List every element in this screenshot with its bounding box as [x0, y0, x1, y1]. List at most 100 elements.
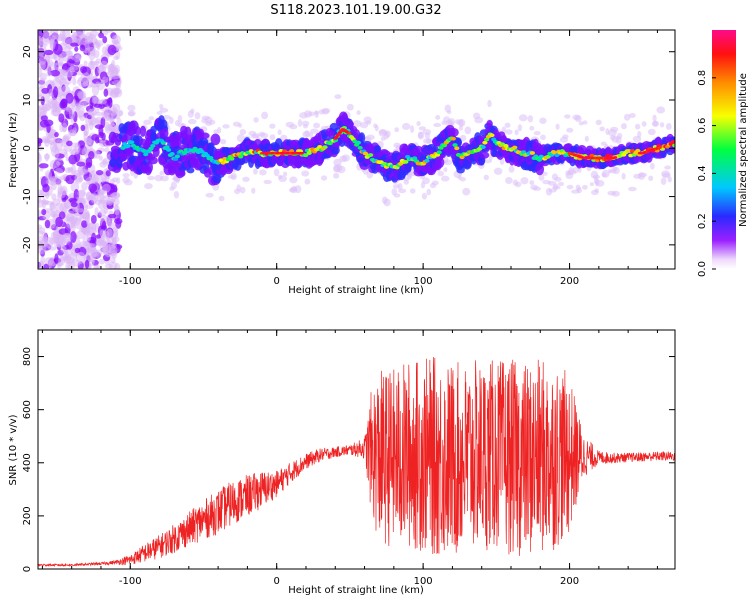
- colorbar-gradient: [712, 30, 736, 269]
- heatmap-noise-cell: [101, 159, 108, 166]
- heatmap-noise-cell: [95, 170, 104, 176]
- heatmap-noise-cell: [111, 238, 117, 249]
- heatmap-noise-cell: [101, 110, 107, 120]
- heatmap-faint-cell: [299, 112, 309, 119]
- heatmap-noise-cell: [61, 64, 69, 71]
- snr-y-axis-label: SNR (10 * v/v): [8, 414, 19, 485]
- heatmap-faint-cell: [459, 134, 467, 142]
- heatmap-noise-cell: [38, 94, 44, 103]
- heatmap-faint-cell: [304, 130, 310, 137]
- heatmap-ridge-cell: [149, 156, 158, 165]
- heatmap-faint-cell: [283, 171, 288, 177]
- spectrogram-x-tick-label: 100: [414, 276, 433, 287]
- heatmap-ridge-cell: [152, 146, 160, 158]
- heatmap-faint-cell: [384, 130, 391, 138]
- heatmap-noise-cell: [51, 97, 58, 109]
- heatmap-faint-cell: [277, 129, 282, 136]
- heatmap-faint-cell: [505, 129, 513, 135]
- heatmap-faint-cell: [263, 179, 272, 185]
- heatmap-faint-cell: [620, 123, 627, 130]
- heatmap-noise-cell: [84, 204, 94, 209]
- heatmap-noise-cell: [93, 60, 100, 65]
- heatmap-noise-cell: [44, 257, 54, 266]
- heatmap-faint-cell: [346, 103, 354, 111]
- heatmap-core-cell: [306, 151, 312, 155]
- heatmap-faint-cell: [374, 124, 379, 132]
- snr-x-tick-label: 200: [560, 576, 579, 587]
- heatmap-faint-cell: [230, 172, 238, 181]
- heatmap-noise-cell: [44, 49, 54, 56]
- heatmap-core-cell: [150, 143, 156, 148]
- heatmap-faint-cell: [309, 128, 319, 134]
- snr-y-tick-label: 200: [22, 506, 33, 525]
- heatmap-faint-cell: [253, 117, 259, 123]
- heatmap-noise-cell: [54, 253, 59, 265]
- heatmap-core-cell: [166, 148, 172, 152]
- heatmap-noise-cell: [100, 116, 106, 129]
- heatmap-faint-cell: [431, 180, 439, 186]
- heatmap-faint-cell: [115, 177, 121, 185]
- heatmap-faint-cell: [313, 122, 321, 129]
- heatmap-faint-cell: [417, 131, 423, 139]
- heatmap-faint-cell: [314, 110, 319, 115]
- heatmap-faint-cell: [487, 99, 492, 108]
- heatmap-faint-cell: [566, 127, 574, 133]
- heatmap-ridge-cell: [134, 126, 141, 136]
- heatmap-faint-cell: [424, 132, 431, 139]
- heatmap-faint-cell: [433, 122, 442, 128]
- heatmap-faint-cell: [147, 175, 155, 181]
- spectrogram-x-tick-label: 0: [274, 276, 280, 287]
- heatmap-noise-cell: [77, 91, 86, 99]
- heatmap-noise-cell: [44, 219, 51, 229]
- heatmap-noise-cell: [61, 52, 71, 62]
- heatmap-faint-cell: [542, 179, 552, 185]
- heatmap-faint-cell: [383, 198, 391, 207]
- heatmap-faint-cell: [493, 167, 503, 175]
- heatmap-faint-cell: [159, 170, 165, 176]
- heatmap-noise-cell: [98, 155, 103, 161]
- heatmap-noise-cell: [38, 195, 42, 204]
- heatmap-faint-cell: [380, 136, 386, 141]
- heatmap-faint-cell: [443, 155, 449, 164]
- heatmap-faint-cell: [566, 184, 574, 190]
- heatmap-noise-cell: [103, 147, 110, 153]
- heatmap-ridge-cell: [160, 119, 168, 131]
- heatmap-core-cell: [503, 144, 509, 148]
- heatmap-ridge-cell: [449, 128, 459, 137]
- heatmap-noise-cell: [113, 55, 119, 61]
- heatmap-noise-cell: [106, 196, 114, 206]
- heatmap-noise-cell: [74, 247, 81, 254]
- heatmap-core-cell: [303, 153, 309, 158]
- heatmap-noise-cell: [39, 119, 49, 128]
- heatmap-faint-cell: [418, 126, 427, 131]
- snr-series-line: [38, 357, 675, 568]
- heatmap-noise-cell: [88, 151, 95, 160]
- heatmap-noise-cell: [103, 88, 109, 97]
- heatmap-faint-cell: [595, 179, 605, 187]
- heatmap-noise-cell: [115, 219, 122, 229]
- heatmap-noise-cell: [103, 208, 109, 214]
- heatmap-faint-cell: [648, 175, 654, 181]
- heatmap-faint-cell: [542, 171, 548, 176]
- heatmap-noise-cell: [42, 30, 51, 43]
- heatmap-faint-cell: [457, 174, 462, 181]
- spectrogram-x-tick-label: -100: [119, 276, 142, 287]
- heatmap-noise-cell: [91, 232, 97, 243]
- heatmap-faint-cell: [659, 122, 665, 128]
- heatmap-faint-cell: [530, 184, 539, 190]
- heatmap-noise-cell: [46, 71, 52, 77]
- heatmap-noise-cell: [38, 230, 44, 235]
- heatmap-noise-cell: [53, 146, 60, 159]
- heatmap-faint-cell: [628, 113, 636, 118]
- heatmap-core-cell: [672, 143, 675, 148]
- heatmap-faint-cell: [273, 168, 280, 177]
- heatmap-faint-cell: [304, 178, 311, 185]
- heatmap-core-cell: [199, 149, 205, 154]
- snr-frame: [37, 329, 676, 570]
- heatmap-faint-cell: [277, 174, 283, 180]
- heatmap-faint-cell: [564, 114, 571, 119]
- heatmap-faint-cell: [557, 181, 565, 187]
- heatmap-faint-cell: [308, 111, 316, 117]
- heatmap-ridge-cell: [173, 137, 182, 149]
- spectrogram-y-tick-label: 0: [22, 145, 33, 151]
